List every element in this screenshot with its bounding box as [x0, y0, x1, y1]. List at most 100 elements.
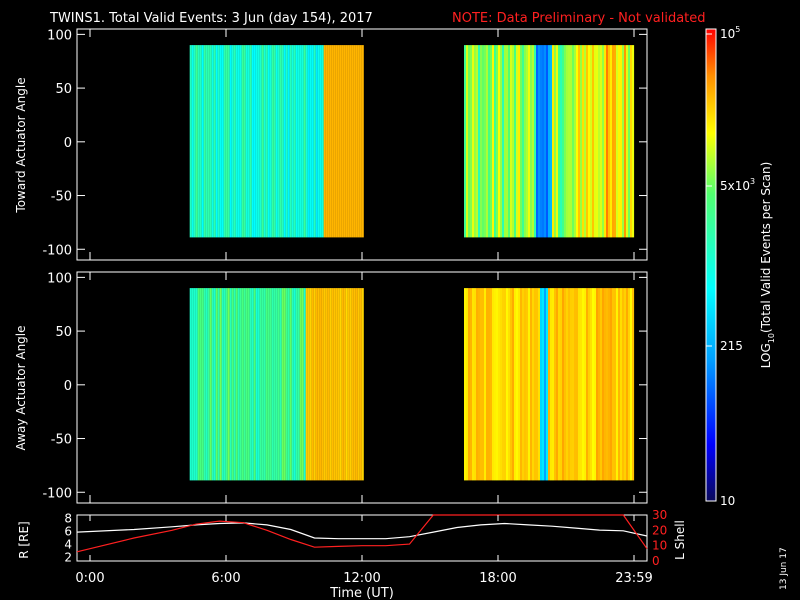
heatmap-column: [301, 45, 304, 238]
heatmap-column: [498, 288, 501, 481]
heatmap-column: [355, 288, 358, 481]
heatmap-column: [542, 45, 545, 238]
heatmap-column: [281, 288, 284, 481]
heatmap-column: [279, 288, 282, 481]
eph-y2-tick-label: 20: [652, 523, 667, 537]
lshell-line: [76, 514, 648, 553]
heatmap-column: [584, 288, 587, 481]
heatmap-column: [490, 288, 493, 481]
heatmap-column: [305, 45, 308, 238]
heatmap-column: [602, 288, 605, 481]
heatmap-column: [590, 45, 593, 238]
heatmap-column: [580, 45, 583, 238]
heatmap-column: [251, 288, 254, 481]
heatmap-column: [540, 45, 543, 238]
heatmap-column: [486, 288, 489, 481]
heatmap-column: [480, 45, 483, 238]
heatmap-column: [319, 288, 322, 481]
heatmap-column: [285, 288, 288, 481]
heatmap-column: [610, 45, 613, 238]
heatmap-column: [506, 45, 509, 238]
heatmap-column: [207, 45, 210, 238]
heatmap-column: [508, 45, 511, 238]
heatmap-column: [522, 288, 525, 481]
heatmap-column: [488, 288, 491, 481]
heatmap-column: [303, 288, 306, 481]
colorbar-tick-label: 10: [720, 494, 735, 508]
heatmap-column: [329, 45, 332, 238]
heatmap-column: [472, 288, 475, 481]
heatmap-column: [626, 45, 629, 238]
heatmap-column: [482, 288, 485, 481]
eph-y-tick-label: 2: [64, 551, 72, 565]
heatmap-column: [574, 288, 577, 481]
heatmap-column: [289, 45, 292, 238]
heatmap-column: [315, 45, 318, 238]
heatmap-column: [504, 288, 507, 481]
heatmap-column: [311, 45, 314, 238]
heatmap-column: [195, 288, 198, 481]
heatmap-column: [610, 288, 613, 481]
heatmap-column: [339, 288, 342, 481]
heatmap-column: [490, 45, 493, 238]
heatmap-column: [309, 45, 312, 238]
heatmap-column: [520, 45, 523, 238]
heatmap-column: [217, 288, 220, 481]
colorbar-tick-label: 215: [720, 339, 743, 353]
heatmap-column: [281, 45, 284, 238]
chart-title: TWINS1. Total Valid Events: 3 Jun (day 1…: [49, 11, 373, 26]
heatmap-column: [213, 45, 216, 238]
heatmap-column: [211, 288, 214, 481]
heatmap-column: [305, 288, 308, 481]
heatmap-column: [223, 45, 226, 238]
y-tick-label: -50: [51, 190, 72, 205]
colorbar-tick-label: 5x103: [720, 177, 755, 193]
heatmap-column: [359, 288, 362, 481]
heatmap-column: [588, 288, 591, 481]
heatmap-column: [295, 45, 298, 238]
heatmap-column: [285, 45, 288, 238]
heatmap-column: [596, 45, 599, 238]
heatmap-column: [512, 45, 515, 238]
heatmap-column: [219, 288, 222, 481]
y-tick-label: -50: [51, 433, 72, 448]
heatmap-column: [317, 288, 320, 481]
heatmap-column: [205, 288, 208, 481]
heatmap-column: [536, 288, 539, 481]
heatmap-column: [269, 45, 272, 238]
heatmap-column: [568, 288, 571, 481]
heatmap-column: [265, 288, 268, 481]
heatmap-column: [349, 288, 352, 481]
y-tick-label: 100: [47, 28, 72, 43]
heatmap-column: [614, 288, 617, 481]
heatmap-column: [297, 288, 300, 481]
heatmap-column: [209, 45, 212, 238]
heatmap-column: [295, 288, 298, 481]
heatmap-column: [193, 45, 196, 238]
heatmap-column: [560, 45, 563, 238]
heatmap-column: [321, 288, 324, 481]
heatmap-column: [594, 45, 597, 238]
heatmap-column: [299, 45, 302, 238]
heatmap-column: [592, 45, 595, 238]
heatmap-column: [307, 45, 310, 238]
heatmap-column: [606, 288, 609, 481]
heatmap-column: [255, 45, 258, 238]
heatmap-column: [239, 288, 242, 481]
heatmap-column: [524, 45, 527, 238]
heatmap-column: [231, 288, 234, 481]
heatmap-column: [538, 45, 541, 238]
heatmap-column: [502, 288, 505, 481]
heatmap-column: [476, 45, 479, 238]
heatmap-column: [616, 45, 619, 238]
y-tick-label: 0: [64, 136, 72, 151]
heatmap-column: [291, 288, 294, 481]
x-tick-label: 0:00: [75, 571, 104, 586]
heatmap-column: [548, 45, 551, 238]
heatmap-column: [474, 45, 477, 238]
heatmap-column: [526, 45, 529, 238]
heatmap-column: [275, 45, 278, 238]
heatmap-column: [628, 45, 631, 238]
heatmap-column: [357, 288, 360, 481]
